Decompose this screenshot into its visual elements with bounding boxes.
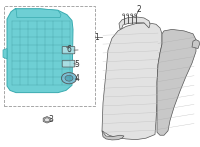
Circle shape [134,14,137,16]
Bar [66,46,68,47]
Polygon shape [15,9,61,18]
FancyBboxPatch shape [62,46,75,54]
Text: 5: 5 [75,60,79,69]
Polygon shape [119,17,150,29]
Polygon shape [7,9,73,93]
Circle shape [122,14,125,16]
Text: 6: 6 [67,45,71,55]
Circle shape [126,14,129,16]
FancyBboxPatch shape [62,60,75,67]
Text: 3: 3 [49,115,53,124]
Text: 4: 4 [75,74,79,83]
Bar [4,6,95,106]
Polygon shape [157,29,196,135]
Text: 2: 2 [137,5,141,14]
Polygon shape [43,117,51,123]
Circle shape [65,75,73,81]
Polygon shape [3,49,7,59]
Text: 1: 1 [95,33,99,42]
Polygon shape [102,131,124,140]
Circle shape [61,73,77,84]
Circle shape [44,118,50,122]
Polygon shape [102,23,162,140]
Polygon shape [192,40,200,49]
Circle shape [130,14,133,16]
